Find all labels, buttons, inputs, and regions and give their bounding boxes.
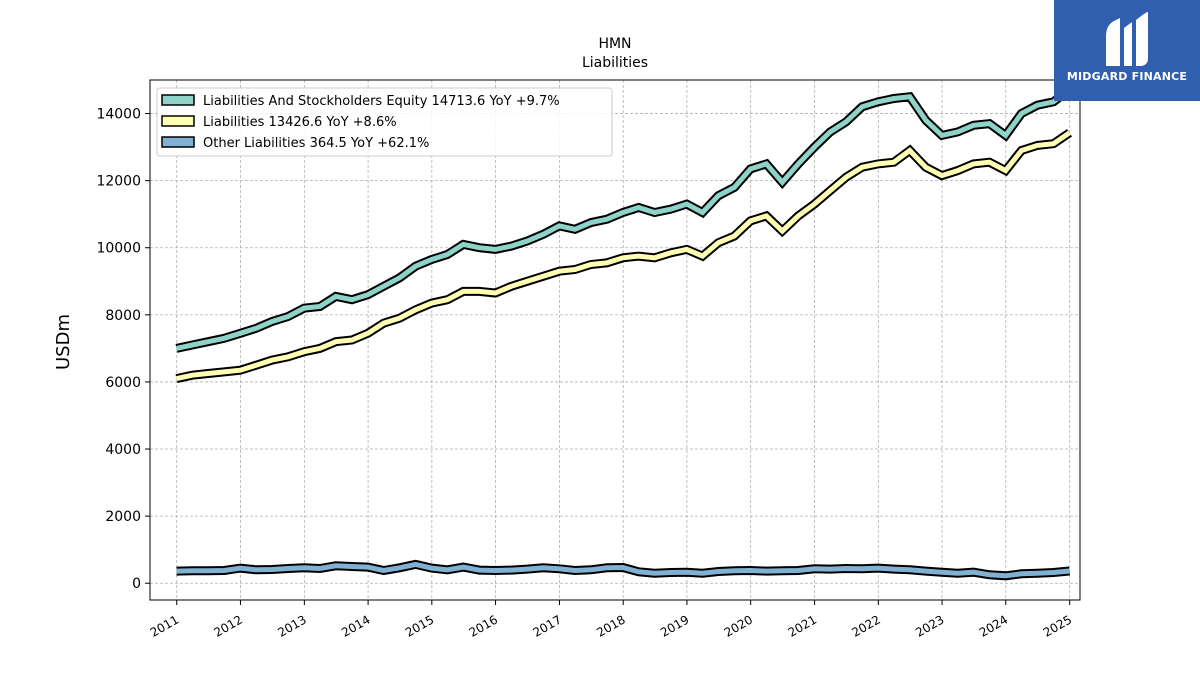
- brand-name: MIDGARD FINANCE: [1066, 70, 1188, 83]
- plot-frame: [149, 79, 1081, 601]
- grid: [150, 80, 1080, 600]
- x-tick-label: 2016: [467, 612, 500, 639]
- x-tick-label: 2020: [722, 612, 755, 639]
- legend-label: Other Liabilities 364.5 YoY +62.1%: [203, 136, 429, 151]
- y-tick-label: 2000: [105, 509, 141, 525]
- y-tick-label: 10000: [96, 241, 141, 257]
- x-tick-label: 2012: [211, 612, 244, 639]
- x-tick-label: 2024: [977, 612, 1010, 639]
- series-layer: [175, 86, 1073, 581]
- legend: Liabilities And Stockholders Equity 1471…: [156, 87, 613, 157]
- legend-label: Liabilities 13426.6 YoY +8.6%: [203, 115, 397, 130]
- x-tick-label: 2018: [594, 612, 627, 639]
- y-tick-label: 6000: [105, 375, 141, 391]
- x-tick-label: 2015: [403, 612, 436, 639]
- legend-swatch: [161, 94, 195, 106]
- x-tick-label: 2023: [913, 612, 946, 639]
- x-tick-label: 2025: [1041, 612, 1074, 639]
- series-line: [175, 87, 1072, 351]
- x-axis: 2011 2012 2013 2014 2015 2016 2017 2018 2019 2020…: [148, 600, 1074, 640]
- y-tick-label: 14000: [96, 107, 141, 123]
- y-tick-label: 4000: [105, 442, 141, 458]
- legend-swatch: [161, 115, 195, 127]
- x-tick-label: 2014: [339, 612, 372, 639]
- y-tick-label: 0: [132, 576, 141, 592]
- y-axis: 0 2000 4000 6000 8000 10000 12000 14000: [96, 107, 150, 592]
- x-tick-label: 2017: [531, 612, 564, 639]
- x-tick-label: 2021: [786, 612, 819, 639]
- brand-logo-mark: [1106, 12, 1148, 66]
- legend-label: Liabilities And Stockholders Equity 1471…: [203, 94, 560, 109]
- x-tick-label: 2011: [148, 612, 181, 639]
- y-axis-label: USDm: [53, 314, 74, 370]
- series-line: [175, 130, 1071, 382]
- y-tick-label: 8000: [105, 308, 141, 324]
- brand-logo: MIDGARD FINANCE: [1054, 0, 1200, 101]
- x-tick-label: 2022: [849, 612, 882, 639]
- y-tick-label: 12000: [96, 174, 141, 190]
- x-tick-label: 2019: [658, 612, 691, 639]
- legend-box: [156, 87, 613, 157]
- x-tick-label: 2013: [275, 612, 308, 639]
- legend-swatch: [161, 136, 195, 148]
- chart-subtitle: Liabilities: [582, 55, 648, 71]
- series-line: [176, 561, 1070, 579]
- chart-title: HMN: [598, 36, 631, 52]
